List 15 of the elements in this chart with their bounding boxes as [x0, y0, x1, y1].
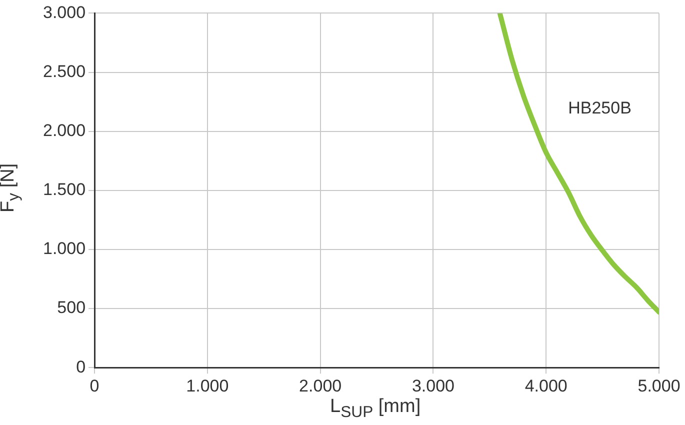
y-tick-label: 2.000	[42, 121, 86, 140]
y-tick-label: 0	[76, 357, 86, 376]
y-tick-label: 2.500	[42, 62, 86, 81]
x-axis-title: L$_{SUP}$ [mm]	[330, 396, 421, 422]
series-label: HB250B	[568, 98, 632, 118]
x-tick-label: 4.000	[524, 376, 568, 396]
y-tick-label: 500	[57, 298, 86, 318]
y-tick-label: 1.500	[42, 180, 86, 200]
x-tick-label: 2.000	[299, 376, 342, 396]
x-tick-label: 3.000	[412, 376, 454, 396]
y-tick-label: 1.000	[42, 239, 86, 258]
x-tick-label: 5.000	[638, 376, 680, 396]
y-tick-label: 3.000	[42, 2, 86, 22]
x-tick-label: 0	[90, 376, 100, 396]
x-tick-label: 1.000	[186, 376, 229, 396]
